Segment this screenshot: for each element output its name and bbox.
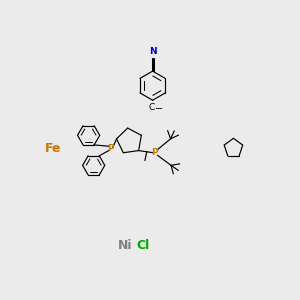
Text: C: C xyxy=(148,103,154,112)
Text: Fe: Fe xyxy=(45,142,62,154)
Text: Cl: Cl xyxy=(137,239,150,252)
Text: −: − xyxy=(155,104,163,114)
Text: P: P xyxy=(107,143,114,152)
Text: N: N xyxy=(149,46,156,56)
Text: Ni: Ni xyxy=(118,239,132,252)
Text: P: P xyxy=(152,148,158,157)
